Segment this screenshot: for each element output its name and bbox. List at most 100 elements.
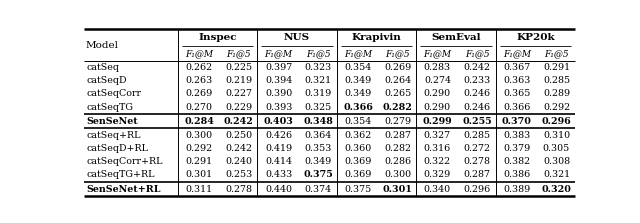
Text: 0.389: 0.389: [503, 185, 531, 194]
Text: 0.225: 0.225: [225, 63, 253, 72]
Text: 0.374: 0.374: [305, 185, 332, 194]
Text: 0.386: 0.386: [503, 171, 531, 180]
Text: 0.301: 0.301: [383, 185, 413, 194]
Text: 0.285: 0.285: [463, 131, 491, 140]
Text: 0.282: 0.282: [383, 103, 413, 112]
Text: 0.379: 0.379: [503, 144, 531, 153]
Text: 0.290: 0.290: [424, 89, 451, 98]
Text: SenSeNet: SenSeNet: [86, 117, 138, 126]
Text: F₁@M: F₁@M: [503, 49, 531, 58]
Text: 0.349: 0.349: [344, 89, 372, 98]
Text: 0.292: 0.292: [186, 144, 212, 153]
Text: 0.319: 0.319: [305, 89, 332, 98]
Text: F₁@5: F₁@5: [227, 49, 252, 58]
Text: 0.263: 0.263: [186, 76, 213, 85]
Text: 0.285: 0.285: [543, 76, 570, 85]
Text: 0.327: 0.327: [424, 131, 451, 140]
Text: 0.320: 0.320: [541, 185, 572, 194]
Text: F₁@5: F₁@5: [306, 49, 331, 58]
Text: 0.286: 0.286: [384, 157, 412, 166]
Text: 0.397: 0.397: [265, 63, 292, 72]
Text: 0.219: 0.219: [225, 76, 253, 85]
Text: 0.349: 0.349: [305, 157, 332, 166]
Text: F₁@M: F₁@M: [423, 49, 451, 58]
Text: 0.274: 0.274: [424, 76, 451, 85]
Text: 0.394: 0.394: [265, 76, 292, 85]
Text: 0.296: 0.296: [463, 185, 491, 194]
Text: 0.367: 0.367: [503, 63, 531, 72]
Text: 0.242: 0.242: [224, 117, 254, 126]
Text: 0.393: 0.393: [265, 103, 292, 112]
Text: 0.440: 0.440: [265, 185, 292, 194]
Text: 0.301: 0.301: [186, 171, 212, 180]
Text: 0.360: 0.360: [344, 144, 372, 153]
Text: catSeqTG+RL: catSeqTG+RL: [86, 171, 155, 180]
Text: 0.300: 0.300: [384, 171, 412, 180]
Text: SemEval: SemEval: [431, 33, 481, 42]
Text: catSeqD+RL: catSeqD+RL: [86, 144, 148, 153]
Text: 0.348: 0.348: [303, 117, 333, 126]
Text: 0.229: 0.229: [225, 103, 253, 112]
Text: 0.354: 0.354: [344, 117, 372, 126]
Text: F₁@M: F₁@M: [344, 49, 372, 58]
Text: 0.282: 0.282: [384, 144, 412, 153]
Text: 0.269: 0.269: [186, 89, 213, 98]
Text: 0.340: 0.340: [424, 185, 451, 194]
Text: 0.369: 0.369: [344, 171, 372, 180]
Text: 0.321: 0.321: [305, 76, 332, 85]
Text: 0.291: 0.291: [543, 63, 570, 72]
Text: 0.227: 0.227: [225, 89, 252, 98]
Text: 0.310: 0.310: [543, 131, 570, 140]
Text: 0.292: 0.292: [543, 103, 570, 112]
Text: 0.353: 0.353: [305, 144, 332, 153]
Text: 0.403: 0.403: [264, 117, 294, 126]
Text: F₁@5: F₁@5: [385, 49, 410, 58]
Text: 0.253: 0.253: [225, 171, 253, 180]
Text: 0.349: 0.349: [344, 76, 372, 85]
Text: 0.290: 0.290: [424, 103, 451, 112]
Text: 0.250: 0.250: [225, 131, 253, 140]
Text: 0.362: 0.362: [344, 131, 372, 140]
Text: catSeq: catSeq: [86, 63, 120, 72]
Text: 0.287: 0.287: [463, 171, 491, 180]
Text: 0.366: 0.366: [503, 103, 531, 112]
Text: 0.370: 0.370: [502, 117, 532, 126]
Text: 0.278: 0.278: [225, 185, 252, 194]
Text: 0.375: 0.375: [303, 171, 333, 180]
Text: catSeq+RL: catSeq+RL: [86, 131, 141, 140]
Text: F₁@5: F₁@5: [465, 49, 490, 58]
Text: F₁@M: F₁@M: [264, 49, 292, 58]
Text: 0.325: 0.325: [305, 103, 332, 112]
Text: 0.283: 0.283: [424, 63, 451, 72]
Text: 0.279: 0.279: [384, 117, 412, 126]
Text: catSeqCorr+RL: catSeqCorr+RL: [86, 157, 163, 166]
Text: 0.366: 0.366: [343, 103, 373, 112]
Text: 0.270: 0.270: [186, 103, 212, 112]
Text: 0.322: 0.322: [424, 157, 451, 166]
Text: 0.269: 0.269: [384, 63, 412, 72]
Text: NUS: NUS: [284, 33, 310, 42]
Text: 0.278: 0.278: [463, 157, 491, 166]
Text: catSeqTG: catSeqTG: [86, 103, 134, 112]
Text: 0.246: 0.246: [463, 89, 491, 98]
Text: 0.323: 0.323: [305, 63, 332, 72]
Text: 0.329: 0.329: [424, 171, 451, 180]
Text: 0.316: 0.316: [424, 144, 451, 153]
Text: 0.426: 0.426: [265, 131, 292, 140]
Text: 0.305: 0.305: [543, 144, 570, 153]
Text: 0.354: 0.354: [344, 63, 372, 72]
Text: 0.321: 0.321: [543, 171, 570, 180]
Text: 0.414: 0.414: [265, 157, 292, 166]
Text: 0.390: 0.390: [265, 89, 292, 98]
Text: 0.240: 0.240: [225, 157, 252, 166]
Text: 0.262: 0.262: [186, 63, 212, 72]
Text: 0.365: 0.365: [503, 89, 531, 98]
Text: 0.383: 0.383: [503, 131, 531, 140]
Text: 0.375: 0.375: [344, 185, 372, 194]
Text: SenSeNet+RL: SenSeNet+RL: [86, 185, 161, 194]
Text: 0.233: 0.233: [463, 76, 491, 85]
Text: 0.242: 0.242: [225, 144, 252, 153]
Text: 0.300: 0.300: [186, 131, 212, 140]
Text: 0.364: 0.364: [305, 131, 332, 140]
Text: 0.291: 0.291: [186, 157, 212, 166]
